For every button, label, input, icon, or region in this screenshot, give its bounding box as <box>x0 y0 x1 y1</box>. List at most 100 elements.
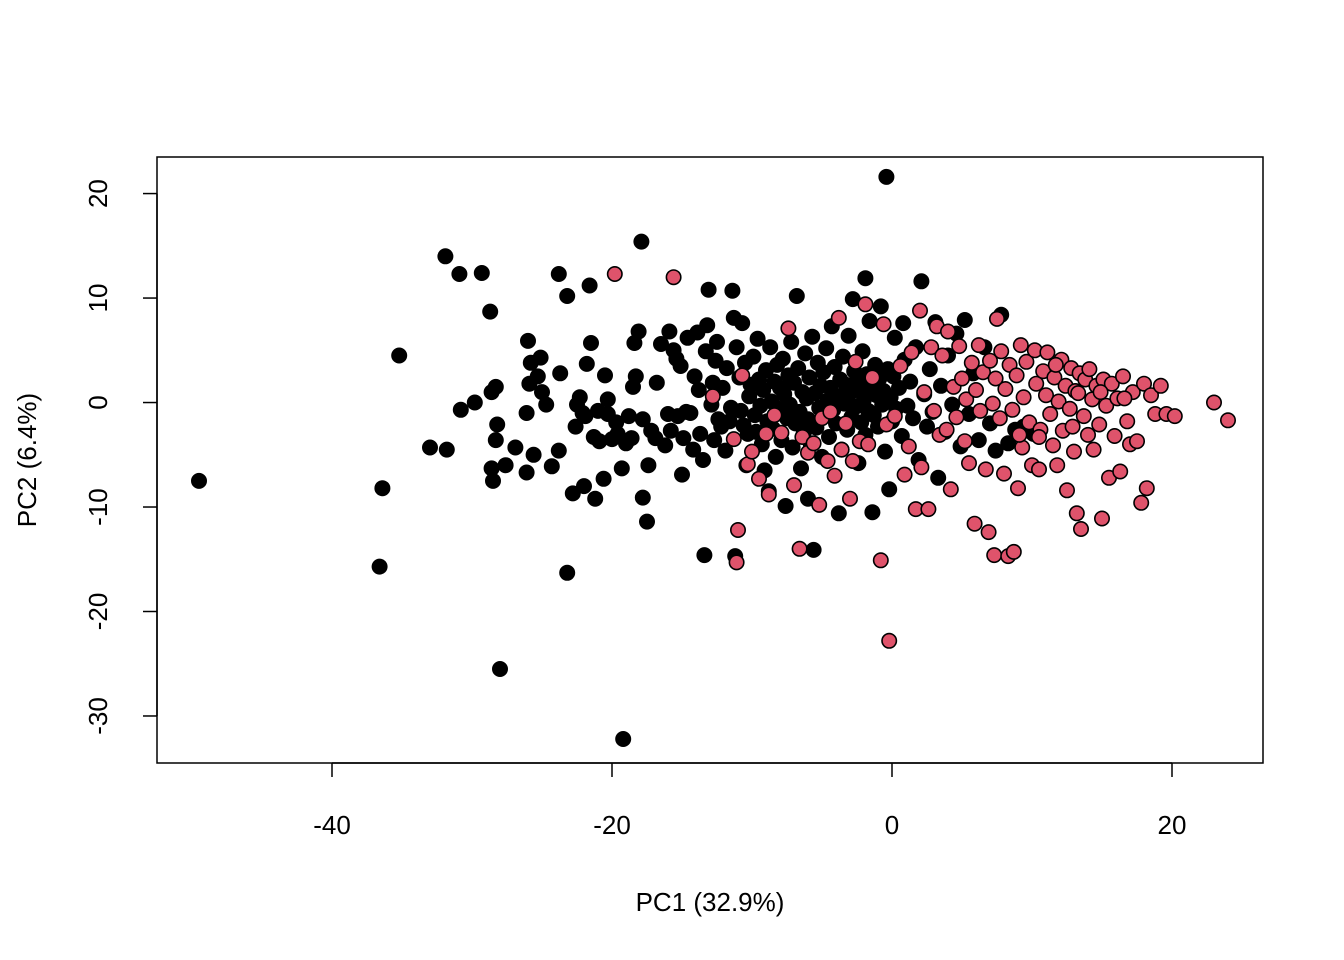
data-point <box>725 431 742 448</box>
data-point <box>895 315 912 332</box>
data-point <box>1008 367 1025 384</box>
data-point <box>1152 377 1169 394</box>
data-point <box>1133 494 1150 511</box>
data-point <box>1106 427 1123 444</box>
data-point <box>421 439 438 456</box>
data-point <box>729 521 746 538</box>
data-point <box>956 311 973 328</box>
data-point <box>525 446 542 463</box>
data-point <box>878 168 895 185</box>
data-point <box>967 381 984 398</box>
data-point <box>939 323 956 340</box>
data-point <box>966 515 983 532</box>
data-point <box>700 281 717 298</box>
data-point <box>690 381 707 398</box>
data-point <box>640 457 657 474</box>
data-point <box>571 389 588 406</box>
data-point <box>518 464 535 481</box>
data-point <box>886 408 903 425</box>
data-point <box>774 350 791 367</box>
data-point <box>1012 337 1029 354</box>
data-point <box>699 317 716 334</box>
data-point <box>974 364 991 381</box>
data-point <box>675 430 692 447</box>
data-point <box>706 432 723 449</box>
data-point <box>743 443 760 460</box>
data-point <box>734 367 751 384</box>
data-point <box>1045 437 1062 454</box>
data-point <box>1080 426 1097 443</box>
data-point <box>1073 520 1090 537</box>
data-point <box>371 558 388 575</box>
data-point <box>661 323 678 340</box>
data-point <box>596 367 613 384</box>
data-point <box>518 404 535 421</box>
data-point <box>550 442 567 459</box>
data-point <box>694 451 711 468</box>
data-point <box>913 273 930 290</box>
data-point <box>1091 416 1108 433</box>
data-point <box>704 388 721 405</box>
data-point <box>819 452 836 469</box>
data-point <box>760 486 777 503</box>
data-point <box>981 352 998 369</box>
data-point <box>550 265 567 282</box>
data-point <box>489 416 506 433</box>
data-point <box>820 428 837 445</box>
data-point <box>1042 405 1059 422</box>
data-point <box>995 465 1012 482</box>
y-tick-label: 0 <box>83 395 113 409</box>
data-point <box>634 411 651 428</box>
data-point <box>993 343 1010 360</box>
data-point <box>648 374 665 391</box>
data-point <box>1064 418 1081 435</box>
data-point <box>934 347 951 364</box>
data-point <box>750 470 767 487</box>
data-point <box>438 441 455 458</box>
data-point <box>1047 356 1064 373</box>
data-point <box>791 540 808 557</box>
data-point <box>682 404 699 421</box>
data-point <box>938 421 955 438</box>
data-point <box>881 481 898 498</box>
data-point <box>732 402 749 419</box>
data-point <box>864 369 881 386</box>
data-point <box>749 330 766 347</box>
data-point <box>811 496 828 513</box>
data-point <box>970 432 987 449</box>
data-point <box>630 323 647 340</box>
data-point <box>686 368 703 385</box>
data-point <box>487 378 504 395</box>
data-point <box>826 467 843 484</box>
data-point <box>491 660 508 677</box>
data-point <box>724 282 741 299</box>
data-point <box>484 472 501 489</box>
y-tick-label: -30 <box>83 697 113 735</box>
data-point <box>818 340 835 357</box>
y-axis-label: PC2 (6.4%) <box>12 393 42 527</box>
data-point <box>1098 397 1115 414</box>
data-point <box>987 442 1004 459</box>
data-point <box>567 418 584 435</box>
data-point <box>844 452 861 469</box>
data-point <box>780 320 797 337</box>
data-point <box>595 470 612 487</box>
data-point <box>599 405 616 422</box>
data-point <box>191 472 208 489</box>
data-point <box>519 332 536 349</box>
data-point <box>988 310 1005 327</box>
data-point <box>864 504 881 521</box>
data-point <box>627 368 644 385</box>
data-point <box>840 327 857 344</box>
data-point <box>507 439 524 456</box>
data-point <box>615 730 632 747</box>
data-point <box>1206 394 1223 411</box>
data-point <box>391 347 408 364</box>
data-point <box>1049 457 1066 474</box>
y-tick-label: 10 <box>83 284 113 313</box>
y-axis: -30 -20 -10 0 10 20 <box>83 179 158 735</box>
data-point <box>872 552 889 569</box>
data-point <box>437 248 454 265</box>
data-point <box>986 547 1003 564</box>
